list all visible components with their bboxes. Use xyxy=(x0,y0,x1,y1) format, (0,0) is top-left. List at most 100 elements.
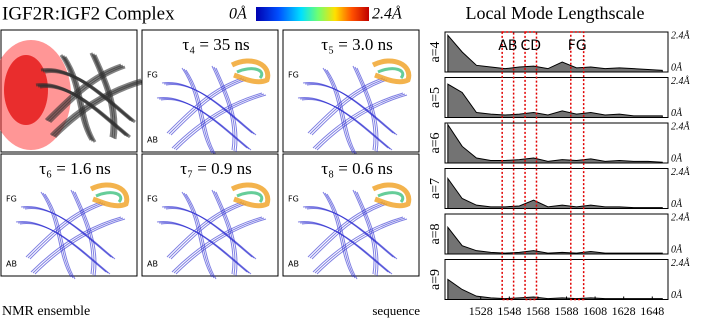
flexible-loop xyxy=(377,191,405,203)
protein-strand xyxy=(160,98,252,151)
structure-panel: τ₆ = 1.6 ns FG AB xyxy=(0,153,138,280)
protein-strand xyxy=(39,84,131,139)
figure-title: IGF2R:IGF2 Complex xyxy=(2,3,175,24)
protein-strand xyxy=(160,222,252,275)
protein-strand xyxy=(173,217,265,274)
plot-frame xyxy=(444,259,669,300)
protein-strand xyxy=(211,65,234,151)
protein-strand xyxy=(213,66,236,152)
protein-strand xyxy=(40,191,72,278)
protein-strand xyxy=(175,218,267,275)
mode-area xyxy=(447,33,663,73)
region-tag: FG xyxy=(6,195,17,204)
y-tick-label: 0Å xyxy=(671,198,683,210)
protein-strand xyxy=(316,218,408,275)
flexible-loop xyxy=(236,191,264,203)
x-tick-label: 1648 xyxy=(640,304,664,318)
protein-strand xyxy=(352,65,375,151)
protein-strand xyxy=(46,64,124,123)
protein-strand xyxy=(175,94,267,151)
protein-strand xyxy=(70,189,93,275)
region-box xyxy=(501,31,515,301)
protein-strand xyxy=(171,92,263,149)
series-label: a=4 xyxy=(428,41,443,62)
region-tag: FG xyxy=(147,195,158,204)
protein-strand xyxy=(181,191,213,278)
protein-strand xyxy=(63,56,97,143)
panel-label: τ₆ = 1.6 ns xyxy=(39,159,110,178)
region-tag: FG xyxy=(147,71,158,80)
protein-strand xyxy=(32,217,124,274)
region-tag: AB xyxy=(147,260,158,269)
protein-strand xyxy=(316,94,408,151)
protein-strand xyxy=(311,203,388,260)
protein-strand xyxy=(352,189,375,275)
mode-area xyxy=(447,176,663,209)
series-label: a=7 xyxy=(428,178,443,199)
series-label: a=9 xyxy=(428,269,443,290)
protein-strand xyxy=(44,63,122,122)
protein-strand xyxy=(301,222,393,275)
protein-strand xyxy=(29,203,106,260)
colorbar-max: 2.4Å xyxy=(372,5,402,23)
x-tick-label: 1588 xyxy=(555,304,579,318)
panel-frame xyxy=(0,153,138,277)
protein-strand xyxy=(166,201,243,258)
protein-strand xyxy=(213,190,236,276)
protein-strand xyxy=(307,201,384,258)
protein-strand xyxy=(49,78,142,137)
protein-strand xyxy=(307,77,384,134)
structure-panel: τ₇ = 0.9 ns FG AB xyxy=(141,153,279,280)
mode-area xyxy=(447,83,663,118)
protein-strand xyxy=(168,202,245,259)
flexible-loop xyxy=(89,182,130,209)
protein-strand xyxy=(356,67,379,153)
protein-strand xyxy=(314,217,406,274)
y-tick-label: 2.4Å xyxy=(671,29,691,41)
y-tick-label: 0Å xyxy=(671,243,683,255)
y-tick-label: 2.4Å xyxy=(671,166,691,178)
protein-strand xyxy=(215,191,238,277)
colorbar-min: 0Å xyxy=(229,5,247,23)
series-label: a=8 xyxy=(428,223,443,244)
structure-panel: τ₄ = 35 ns FG AB xyxy=(141,29,279,156)
region-tag: AB xyxy=(147,136,158,145)
region-label: CD xyxy=(520,38,541,54)
x-tick-label: 1568 xyxy=(526,304,550,318)
protein-strand xyxy=(44,193,76,280)
flexible-loop xyxy=(95,191,123,203)
protein-strand xyxy=(42,192,74,279)
x-axis-label: sequence xyxy=(372,303,420,318)
panel-label: τ₈ = 0.6 ns xyxy=(321,159,392,178)
region-tag: AB xyxy=(288,260,299,269)
mode-area xyxy=(447,123,663,164)
plot-frame xyxy=(444,31,669,73)
protein-strand xyxy=(34,218,126,275)
protein-strand xyxy=(356,191,379,277)
flexible-loop xyxy=(371,58,412,85)
region-label: AB xyxy=(498,38,517,54)
protein-strand xyxy=(354,66,377,152)
mode-area xyxy=(447,278,663,300)
flexible-loop xyxy=(230,182,271,209)
protein-strand xyxy=(185,193,217,280)
protein-strand xyxy=(324,192,356,279)
panel-frame xyxy=(282,29,420,153)
series-label: a=5 xyxy=(428,87,443,108)
y-tick-label: 2.4Å xyxy=(671,257,691,269)
plot-frame xyxy=(444,77,669,118)
panel-label: τ₅ = 3.0 ns xyxy=(321,35,392,54)
protein-strand xyxy=(27,202,104,259)
protein-strand xyxy=(211,189,234,275)
protein-strand xyxy=(314,93,406,150)
panel-frame xyxy=(141,153,279,277)
y-tick-label: 0Å xyxy=(671,61,683,73)
y-tick-label: 2.4Å xyxy=(671,120,691,132)
region-tag: FG xyxy=(288,195,299,204)
protein-strand xyxy=(166,77,243,134)
series-label: a=6 xyxy=(428,132,443,153)
protein-strand xyxy=(72,190,95,276)
region-label: FG xyxy=(568,38,587,54)
x-tick-label: 1528 xyxy=(469,304,493,318)
protein-strand xyxy=(215,67,238,153)
